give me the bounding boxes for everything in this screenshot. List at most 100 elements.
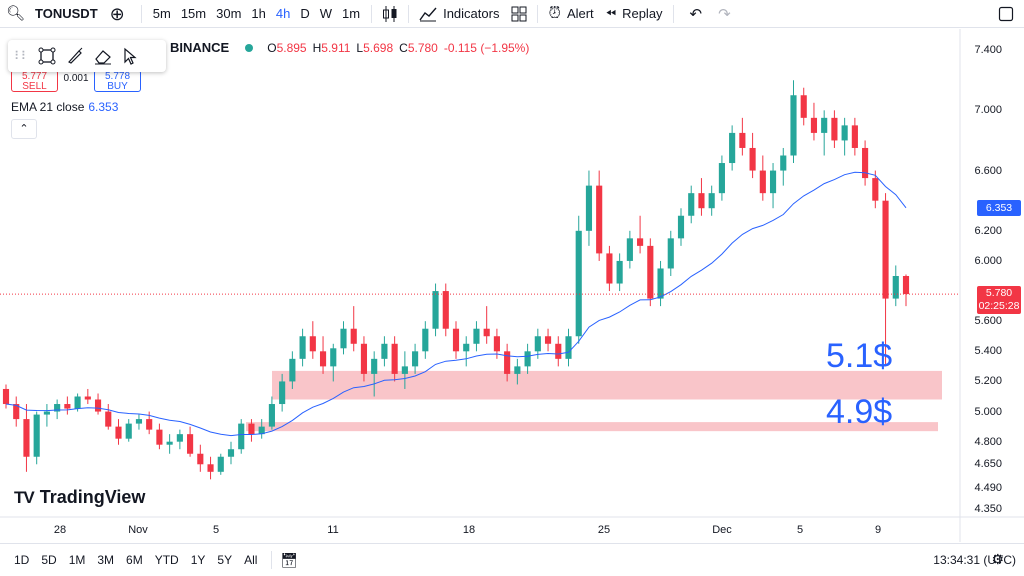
buy-button[interactable]: 5.778 BUY — [94, 70, 141, 92]
bottom-toolbar: 1D 5D 1M 3M 6M YTD 1Y 5Y All 📅︎ 13:34:31… — [0, 543, 1024, 576]
range-all[interactable]: All — [244, 553, 258, 567]
range-6m[interactable]: 6M — [126, 553, 143, 567]
candle-body — [330, 348, 337, 367]
annotation-lower-zone[interactable]: 4.9$ — [826, 393, 893, 431]
candle-body — [146, 419, 153, 430]
symbol-search[interactable]: 🔍︎ TONUSDT — [0, 0, 104, 28]
range-5d[interactable]: 5D — [41, 553, 57, 567]
indicators-icon — [419, 7, 437, 21]
range-5y[interactable]: 5Y — [217, 553, 233, 567]
range-3m[interactable]: 3M — [97, 553, 115, 567]
alert-button[interactable]: ⏰︎ Alert — [542, 0, 599, 28]
replay-button[interactable]: ⏪︎ Replay — [600, 0, 669, 28]
axis-settings-button[interactable]: ⚙︎ — [991, 551, 1004, 568]
candle-body — [504, 351, 511, 374]
calendar-icon: 📅︎ — [280, 551, 299, 568]
spread-value: 0.001 — [63, 73, 89, 84]
interval-5m[interactable]: 5m — [152, 6, 171, 21]
candle-body — [780, 155, 787, 171]
candle-body — [105, 411, 112, 427]
plus-circle-icon: ⊕ — [109, 3, 125, 24]
candle-body — [258, 426, 265, 435]
collapse-legend-button[interactable]: ⌃ — [11, 119, 37, 139]
candle-body — [534, 336, 541, 352]
brush-tool-icon[interactable] — [66, 47, 84, 65]
candle-body — [821, 117, 828, 133]
candle-body — [54, 404, 61, 412]
utc-clock[interactable]: 13:34:31 (UTC) — [933, 553, 1016, 567]
candle-body — [892, 276, 899, 299]
layout-button[interactable] — [505, 0, 533, 28]
toolbar-divider — [672, 4, 674, 23]
candle-body — [872, 178, 879, 201]
fullscreen-button[interactable] — [992, 0, 1020, 28]
candle-body — [698, 193, 705, 209]
tradingview-mark-icon: TV — [14, 487, 35, 507]
interval-1m[interactable]: 1m — [342, 6, 361, 21]
candlestick-chart[interactable] — [0, 29, 1024, 542]
undo-button[interactable]: ↶ — [678, 0, 715, 28]
candle-body — [187, 434, 194, 454]
candle-body — [677, 215, 685, 239]
indicators-button[interactable]: Indicators — [413, 0, 505, 28]
price-axis-label: 7.000 — [974, 104, 1002, 117]
open-value: O5.895 — [267, 40, 307, 55]
chart-type-button[interactable] — [376, 0, 404, 28]
candle-body — [810, 117, 818, 133]
trade-panel: 5.777 SELL 0.001 5.778 BUY — [11, 70, 141, 92]
sell-button[interactable]: 5.777 SELL — [11, 70, 58, 92]
range-ytd[interactable]: YTD — [154, 553, 179, 567]
chart-pane[interactable]: 7.400 7.000 6.600 6.200 6.000 5.600 5.400 5.200… — [0, 29, 1024, 567]
price-axis-label: 5.400 — [974, 345, 1002, 358]
candle-body — [268, 404, 275, 427]
symbol-name: TONUSDT — [35, 6, 98, 21]
candle-body — [544, 336, 552, 344]
time-label: Nov — [128, 524, 148, 536]
interval-4h[interactable]: 4h — [275, 6, 291, 21]
tradingview-logo: TV TradingView — [14, 487, 145, 508]
drawing-toolbar: ⠇⠇ — [8, 40, 166, 72]
annotation-upper-zone[interactable]: 5.1$ — [826, 337, 893, 375]
drag-handle-icon[interactable]: ⠇⠇ — [14, 49, 30, 63]
candle-body — [94, 399, 102, 412]
candle-body — [350, 328, 357, 344]
interval-30m[interactable]: 30m — [216, 6, 242, 21]
interval-15m[interactable]: 15m — [180, 6, 207, 21]
interval-w[interactable]: W — [319, 6, 333, 21]
range-1y[interactable]: 1Y — [190, 553, 206, 567]
candle-body — [279, 381, 286, 405]
candle-body — [606, 253, 613, 284]
redo-button[interactable]: ↷ — [714, 0, 735, 28]
change-value: -0.115 (−1.95%) — [443, 40, 530, 55]
grid-layout-icon — [511, 6, 527, 21]
last-price-tag: 5.780 02:25:28 — [977, 286, 1021, 315]
cursor-tool-icon[interactable] — [122, 47, 138, 65]
candle-body — [739, 132, 746, 148]
candle-body — [33, 414, 40, 457]
ema-legend[interactable]: EMA 21 close 6.353 — [11, 100, 118, 114]
rectangle-tool-icon[interactable] — [38, 47, 56, 65]
candle-body — [23, 419, 30, 457]
candle-body — [902, 276, 910, 295]
ema-value: 6.353 — [88, 100, 119, 114]
candle-body — [483, 328, 490, 337]
range-1m[interactable]: 1M — [68, 553, 86, 567]
goto-date-button[interactable]: 📅︎ — [280, 552, 298, 569]
candle-body — [616, 260, 623, 284]
indicators-label: Indicators — [443, 6, 500, 21]
candle-body — [84, 396, 91, 400]
time-label: 25 — [597, 524, 611, 536]
compare-button[interactable]: ⊕ — [104, 0, 137, 28]
candle-body — [882, 200, 889, 299]
ema-price-tag-value: 6.353 — [985, 201, 1013, 214]
range-1d[interactable]: 1D — [14, 553, 30, 567]
ema-price-tag: 6.353 — [977, 199, 1021, 216]
candle-body — [473, 328, 480, 344]
eraser-tool-icon[interactable] — [94, 47, 112, 65]
candle-body — [309, 336, 316, 352]
price-axis-label: 5.200 — [974, 375, 1002, 388]
candle-body — [135, 419, 143, 424]
interval-1h[interactable]: 1h — [251, 6, 266, 21]
interval-d[interactable]: D — [300, 6, 310, 21]
price-axis-label: 6.200 — [974, 224, 1002, 237]
